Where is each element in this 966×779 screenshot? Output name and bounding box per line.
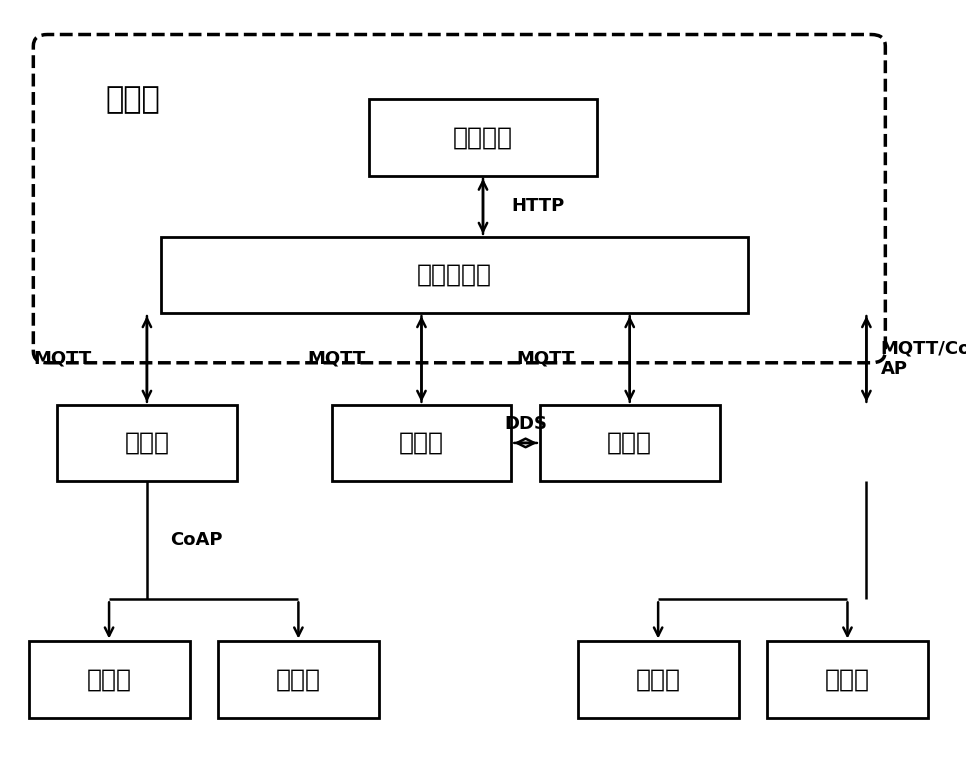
FancyBboxPatch shape — [29, 641, 189, 717]
Text: CoAP: CoAP — [171, 531, 223, 549]
Text: HTTP: HTTP — [511, 197, 565, 215]
Text: MQTT: MQTT — [34, 350, 92, 368]
Text: 物联网平台: 物联网平台 — [417, 263, 492, 287]
Text: MQTT: MQTT — [308, 350, 366, 368]
Text: MQTT/Co
AP: MQTT/Co AP — [881, 340, 966, 379]
Text: 边设备: 边设备 — [399, 431, 444, 455]
FancyBboxPatch shape — [33, 34, 886, 363]
Text: 主站应用: 主站应用 — [453, 125, 513, 150]
FancyBboxPatch shape — [57, 405, 237, 481]
FancyBboxPatch shape — [369, 100, 597, 176]
Text: 端设备: 端设备 — [825, 668, 870, 692]
FancyBboxPatch shape — [161, 237, 748, 313]
FancyBboxPatch shape — [331, 405, 511, 481]
FancyBboxPatch shape — [767, 641, 928, 717]
Text: DDS: DDS — [504, 415, 547, 433]
FancyBboxPatch shape — [578, 641, 739, 717]
Text: 云平台: 云平台 — [105, 85, 160, 114]
Text: 边设备: 边设备 — [608, 431, 652, 455]
Text: 边设备: 边设备 — [125, 431, 169, 455]
FancyBboxPatch shape — [218, 641, 379, 717]
FancyBboxPatch shape — [540, 405, 720, 481]
Text: 端设备: 端设备 — [87, 668, 131, 692]
Text: 端设备: 端设备 — [636, 668, 681, 692]
Text: MQTT: MQTT — [516, 350, 575, 368]
Text: 端设备: 端设备 — [276, 668, 321, 692]
